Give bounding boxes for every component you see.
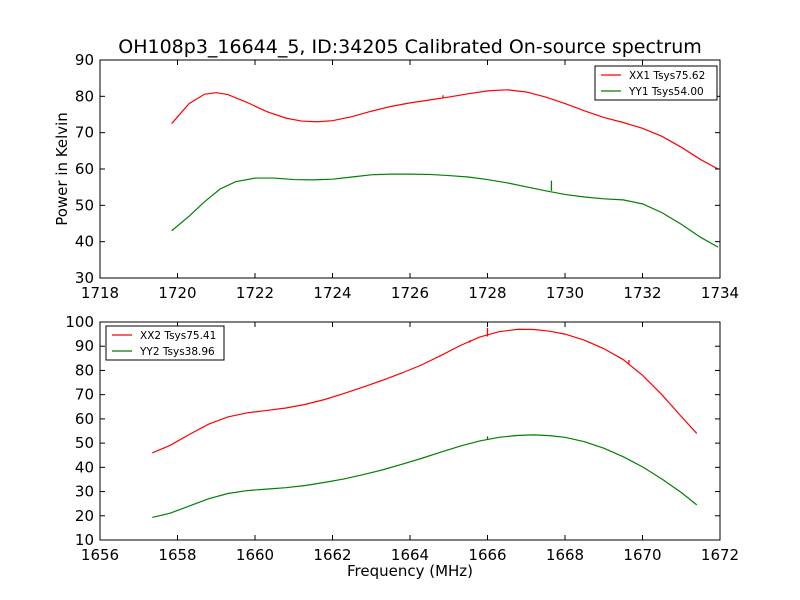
- x-tick-label: 1732: [623, 284, 661, 302]
- y-tick-label: 40: [75, 458, 94, 476]
- y-axis-label: Power in Kelvin: [53, 112, 71, 226]
- y-tick-label: 100: [65, 313, 94, 331]
- series-line-1-2: [171, 173, 719, 248]
- y-tick-label: 90: [75, 51, 94, 69]
- x-tick-label: 1668: [546, 546, 584, 564]
- legend-box: [594, 65, 718, 101]
- x-tick-label: 1658: [158, 546, 196, 564]
- legend-label: XX1 Tsys75.62: [629, 70, 705, 82]
- y-tick-label: 80: [75, 87, 94, 105]
- bottom-panel: 1656 1658 1660 1662 1664 1666 1668 1670 1672 10 20…: [65, 313, 739, 564]
- series-line-1-1: [171, 89, 719, 170]
- x-tick-label: 1724: [313, 284, 351, 302]
- x-tick-label: 1722: [236, 284, 274, 302]
- y-tick-label: 30: [75, 269, 94, 287]
- x-tick-label: 1672: [701, 546, 739, 564]
- y-tick-label: 90: [75, 337, 94, 355]
- x-tick-label: 1728: [468, 284, 506, 302]
- x-tick-label: 1662: [313, 546, 351, 564]
- series-line-2-2: [152, 434, 698, 519]
- y-tick-label: 70: [75, 124, 94, 142]
- x-tick-label: 1670: [623, 546, 661, 564]
- x-axis-label: Frequency (MHz): [347, 562, 473, 580]
- x-tick-label: 1734: [701, 284, 739, 302]
- y-tick-label: 20: [75, 507, 94, 525]
- y-tick-label: 70: [75, 386, 94, 404]
- y-tick-label: 60: [75, 410, 94, 428]
- legend-label: XX2 Tsys75.41: [140, 330, 216, 342]
- x-tick-label: 1664: [391, 546, 429, 564]
- x-tick-label: 1726: [391, 284, 429, 302]
- legend: XX2 Tsys75.41 YY2 Tsys38.96: [105, 325, 225, 361]
- legend-label: YY2 Tsys38.96: [139, 346, 215, 358]
- legend-label: YY1 Tsys54.00: [628, 86, 704, 98]
- y-tick-label: 50: [75, 196, 94, 214]
- x-tick-label: 1730: [546, 284, 584, 302]
- x-tick-label: 1660: [236, 546, 274, 564]
- x-tick-label: 1718: [81, 284, 119, 302]
- y-tick-label: 10: [75, 531, 94, 549]
- top-panel: 1718 1720 1722 1724 1726 1728 1730 1732 1734 30 40…: [75, 51, 739, 302]
- legend: XX1 Tsys75.62 YY1 Tsys54.00: [594, 65, 718, 101]
- x-tick-label: 1666: [468, 546, 506, 564]
- y-tick-label: 30: [75, 483, 94, 501]
- y-tick-label: 60: [75, 160, 94, 178]
- y-tick-label: 50: [75, 434, 94, 452]
- y-tick-label: 80: [75, 361, 94, 379]
- legend-box: [105, 325, 225, 361]
- series-line-2-1: [152, 328, 698, 454]
- x-tick-label: 1720: [158, 284, 196, 302]
- chart-title: OH108p3_16644_5, ID:34205 Calibrated On-…: [118, 36, 702, 58]
- y-tick-label: 40: [75, 233, 94, 251]
- x-tick-label: 1656: [81, 546, 119, 564]
